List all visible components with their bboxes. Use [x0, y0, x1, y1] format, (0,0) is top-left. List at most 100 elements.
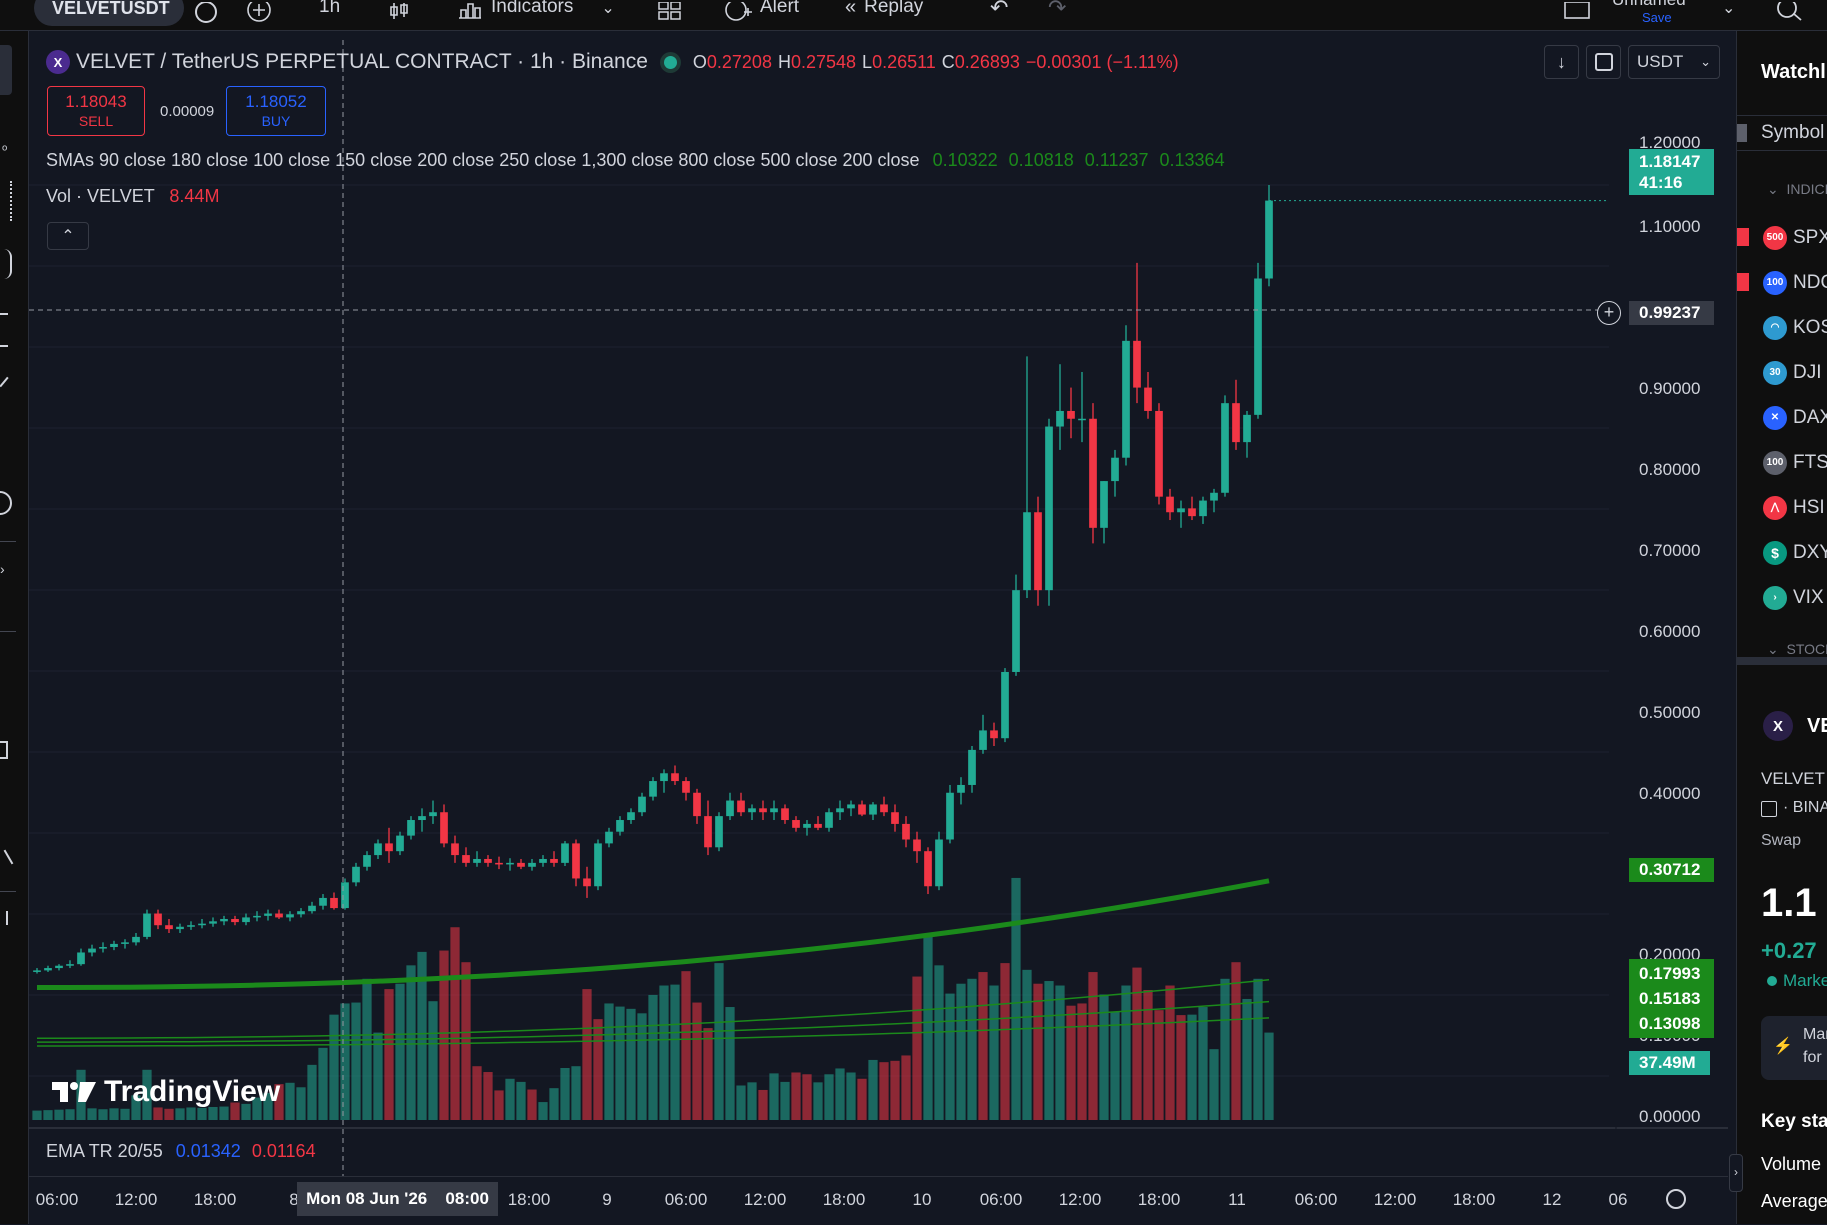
volume-legend[interactable]: Vol · VELVET 8.44M — [46, 186, 219, 207]
candle-body — [1133, 340, 1141, 388]
flag-icon[interactable] — [1737, 228, 1749, 246]
detail-name: VELVET — [1761, 769, 1825, 788]
chevron-right-icon[interactable]: › — [0, 561, 5, 577]
symbol-search-button[interactable]: VELVETUSDT — [34, 0, 184, 26]
price-axis[interactable]: 1.20000 1.10000 0.90000 0.80000 0.70000 … — [1616, 125, 1728, 1126]
watchlist-item-kospi[interactable]: ◠ KOSPI — [1737, 305, 1827, 350]
sma-legend[interactable]: SMAs 90 close 180 close 100 close 150 cl… — [46, 150, 1225, 171]
volume-bar — [879, 1062, 889, 1120]
volume-bar — [857, 1078, 867, 1120]
ema-value-slow: 0.01164 — [251, 1141, 316, 1161]
volume-bar — [109, 1108, 119, 1120]
volume-bar — [1000, 963, 1010, 1120]
external-link-icon[interactable] — [1761, 801, 1777, 817]
ema-legend[interactable]: EMA TR 20/55 0.01342 0.01164 — [46, 1141, 316, 1162]
tradingview-logo-icon — [52, 1082, 96, 1102]
trash-tool-icon[interactable] — [0, 911, 8, 925]
lock-tool-icon[interactable] — [0, 849, 14, 869]
candle-body — [121, 942, 129, 944]
candle-body — [583, 878, 591, 887]
flag-icon[interactable] — [1737, 273, 1749, 291]
cursor-tool-icon[interactable] — [0, 45, 12, 95]
chart-pane[interactable] — [29, 40, 1728, 1224]
sell-button[interactable]: 1.18043 SELL — [47, 86, 145, 136]
candle-body — [1188, 508, 1196, 517]
watchlist-item-hsi[interactable]: ⋀ HSI — [1737, 485, 1827, 530]
volume-bar — [780, 1081, 790, 1120]
scroll-down-button[interactable]: ↓ — [1544, 45, 1579, 79]
collapse-legend-button[interactable]: ⌃ — [47, 222, 89, 250]
chevron-down-icon[interactable]: ⌄ — [601, 0, 615, 17]
panel-collapse-handle[interactable]: › — [1729, 1154, 1743, 1192]
candle-body — [1265, 200, 1273, 279]
compare-icon[interactable] — [193, 0, 219, 30]
watchlist-item-spx[interactable]: 500 SPX — [1737, 215, 1827, 260]
replay-button[interactable]: « Replay — [845, 0, 923, 30]
maximize-button[interactable] — [1586, 45, 1621, 79]
sma-value: 0.11237 — [1084, 150, 1149, 170]
section-stocks[interactable]: ⌄ STOCKS — [1767, 641, 1827, 657]
watchlist-item-ndq[interactable]: 100 NDQ — [1737, 260, 1827, 305]
spx-badge-icon: 500 — [1763, 225, 1787, 250]
candle-body — [737, 800, 745, 813]
volume-bar — [120, 1108, 130, 1120]
settings-gear-icon[interactable] — [1666, 1189, 1686, 1209]
add-symbol-icon[interactable] — [246, 0, 272, 30]
add-alert-icon[interactable]: + — [1597, 301, 1621, 325]
patterns-tool-icon[interactable] — [0, 249, 12, 279]
save-label[interactable]: Save — [1642, 10, 1672, 25]
chevron-down-icon[interactable]: ⌄ — [1722, 0, 1736, 17]
watchlist-item-dax[interactable]: ✕ DAX — [1737, 395, 1827, 440]
layouts-icon[interactable] — [657, 0, 683, 30]
magnet-tool-icon[interactable] — [0, 741, 8, 759]
interval-button[interactable]: 1h — [319, 0, 341, 17]
time-tick-label: 18:00 — [1137, 1190, 1181, 1209]
volume-bar — [1264, 1032, 1274, 1120]
vix-badge-icon: › — [1763, 585, 1787, 610]
search-icon[interactable] — [1774, 0, 1804, 30]
trend-line-tool-icon[interactable]: ᵒ — [2, 141, 8, 157]
currency-select[interactable]: USDT ⌄ — [1628, 45, 1720, 79]
sma-value: 0.10818 — [1008, 150, 1074, 170]
volume-bar — [648, 994, 658, 1120]
layout-square-icon[interactable] — [1563, 0, 1591, 30]
brush-tool-icon[interactable] — [0, 376, 9, 388]
undo-icon[interactable]: ↶ — [990, 0, 1009, 20]
volume-bar — [428, 1001, 438, 1120]
time-axis[interactable]: 06:00 12:00 18:00 8 18:00 9 06:00 12:00 … — [29, 1176, 1728, 1225]
indicators-button[interactable]: Indicators ⌄ — [457, 0, 615, 30]
candle-body — [539, 858, 547, 863]
buy-button[interactable]: 1.18052 BUY — [226, 86, 326, 136]
volume-bar — [956, 983, 966, 1120]
symbol-column-header[interactable]: Symbol — [1761, 122, 1825, 143]
watchlist-item-dxy[interactable]: $ DXY — [1737, 530, 1827, 575]
watchlist-item-vix[interactable]: › VIX — [1737, 575, 1827, 620]
price-chart[interactable] — [29, 40, 1728, 1176]
text-tool-icon[interactable] — [0, 491, 12, 515]
symbol-title[interactable]: VELVET / TetherUS PERPETUAL CONTRACT · 1… — [76, 50, 648, 73]
volume-bar — [494, 1090, 504, 1120]
redo-icon[interactable]: ↷ — [1048, 0, 1067, 20]
watchlist-item-ftse[interactable]: 100 FTSE — [1737, 440, 1827, 485]
volume-bar — [1143, 990, 1153, 1120]
candle-body — [1254, 278, 1262, 415]
watchlist-item-dji[interactable]: 30 DJI — [1737, 350, 1827, 395]
candle-body — [858, 804, 866, 815]
detail-symbol[interactable]: VELVET — [1807, 715, 1827, 737]
volume-bar — [681, 971, 691, 1120]
replay-label: Replay — [864, 0, 924, 17]
chart-type-icon[interactable] — [388, 0, 412, 30]
fib-tool-icon[interactable] — [0, 181, 12, 221]
kospi-badge-icon: ◠ — [1763, 315, 1787, 340]
alert-button[interactable]: Alert — [724, 0, 799, 30]
volume-bar — [692, 1002, 702, 1120]
promo-card[interactable]: ⚡ Man for — [1761, 1016, 1827, 1080]
volume-bar — [1253, 978, 1263, 1120]
section-indices[interactable]: ⌄ INDICES — [1767, 181, 1827, 197]
layout-name-button[interactable]: Unnamed Save — [1612, 0, 1686, 30]
watchlist-panel: Watchlist Symbol ⌄ INDICES 500 SPX 100 N… — [1736, 31, 1827, 1224]
watchlist-header: Symbol — [1737, 115, 1827, 151]
measure-tool-icon[interactable] — [0, 313, 8, 347]
lightning-icon: ⚡ — [1773, 1038, 1793, 1055]
watchlist-title[interactable]: Watchlist — [1761, 61, 1827, 83]
